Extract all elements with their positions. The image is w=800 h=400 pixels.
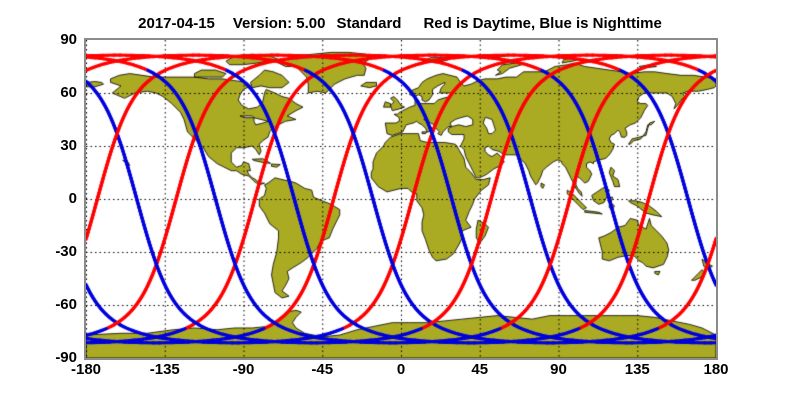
x-tick-label: 135: [624, 361, 650, 378]
x-tick-label: 90: [550, 361, 567, 378]
title-legend: Red is Daytime, Blue is Nighttime: [423, 15, 662, 32]
x-tick-label: 0: [396, 361, 406, 378]
x-tick-label: -45: [311, 361, 334, 378]
y-tick-label: 60: [60, 84, 77, 102]
x-tick-label: 45: [471, 361, 489, 378]
y-tick-label: 30: [60, 137, 77, 155]
plot-title: 2017-04-15 Version: 5.00 Standard Red is Da…: [138, 15, 662, 32]
x-tick-label: -90: [232, 361, 255, 378]
y-tick-label: -30: [55, 243, 77, 261]
x-tick-label: 180: [703, 361, 729, 378]
y-tick-label: 0: [68, 190, 77, 208]
plot-frame: [84, 38, 718, 360]
title-mode: Standard: [336, 15, 402, 32]
x-tick-label: -180: [70, 361, 102, 378]
x-tick-label: -135: [149, 361, 180, 378]
title-date: 2017-04-15: [138, 15, 215, 32]
y-tick-label: -90: [55, 349, 77, 367]
y-tick-label: 90: [60, 31, 77, 49]
y-tick-label: -60: [55, 296, 77, 314]
title-version: Version: 5.00: [232, 15, 326, 32]
world-map-canvas: [86, 40, 716, 358]
